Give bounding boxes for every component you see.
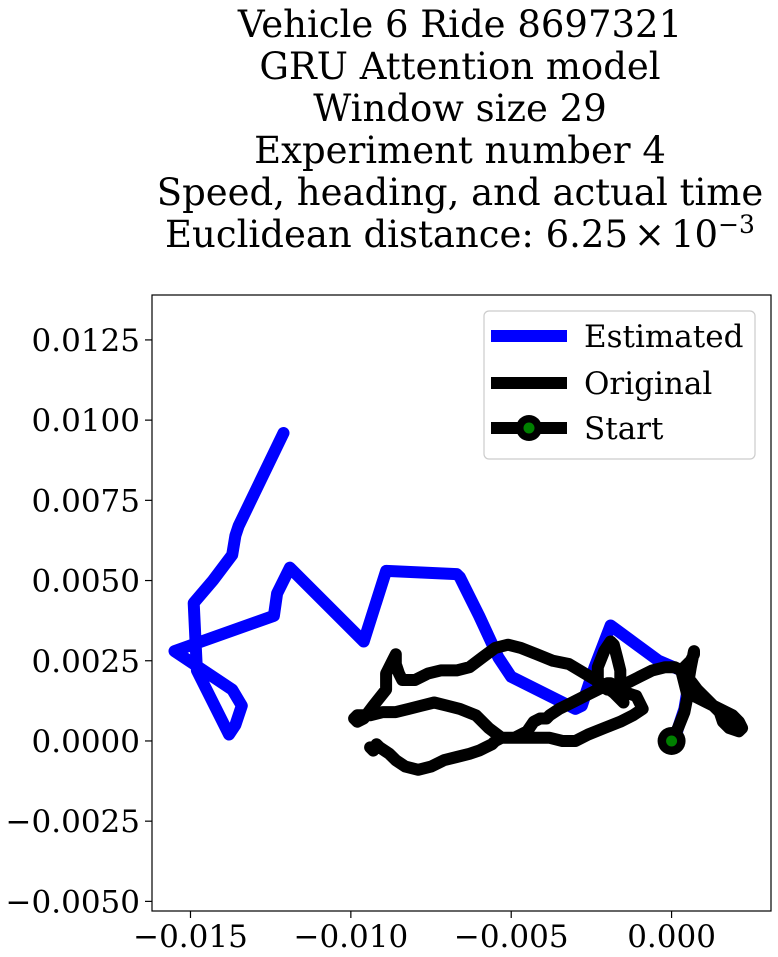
y-tick-label: 0.0000 [32,724,140,760]
y-axis: −0.0050 −0.0025 0.0000 0.0025 0.0050 0.0075 0.… [6,323,152,920]
chart-title: Vehicle 6 Ride 8697321 GRU Attention mod… [157,3,764,256]
title-metric-mantissa: 6.25 [546,213,628,256]
title-metric-line: Euclidean distance: 6.25 × 10−3 [165,210,755,256]
title-line-3: Window size 29 [313,87,607,130]
series-line-original [348,635,749,776]
title-metric-prefix: Euclidean distance: [165,213,546,256]
y-tick-label: 0.0025 [32,644,140,680]
title-line-5: Speed, heading, and actual time [157,171,764,214]
y-tick-label: 0.0050 [32,564,140,600]
series-layer [168,427,749,776]
y-tick-label: 0.0100 [32,403,140,439]
x-tick-label: 0.000 [627,919,716,955]
title-line-4: Experiment number 4 [254,129,666,172]
title-metric-exponent: −3 [718,210,755,239]
y-tick-label: 0.0125 [32,323,140,359]
x-tick-label: −0.010 [293,919,408,955]
title-metric-times: × [634,213,665,256]
y-tick-label: −0.0050 [6,884,140,920]
title-metric-base: 10 [671,213,718,256]
x-axis: −0.015 −0.010 −0.005 0.000 [133,911,716,955]
title-line-2: GRU Attention model [259,45,660,88]
y-tick-label: 0.0075 [32,483,140,519]
start-marker-inner [666,735,678,747]
plot-frame [151,294,772,912]
legend-start-marker-inner [523,422,535,434]
legend: Estimated Original Start [483,310,756,460]
title-line-1: Vehicle 6 Ride 8697321 [237,3,682,46]
legend-label-start: Start [584,411,664,447]
y-tick-label: −0.0025 [6,804,140,840]
series-line-estimated [168,427,694,747]
x-tick-label: −0.015 [133,919,248,955]
legend-label-estimated: Estimated [584,319,743,355]
x-tick-label: −0.005 [454,919,569,955]
legend-label-original: Original [584,366,712,402]
